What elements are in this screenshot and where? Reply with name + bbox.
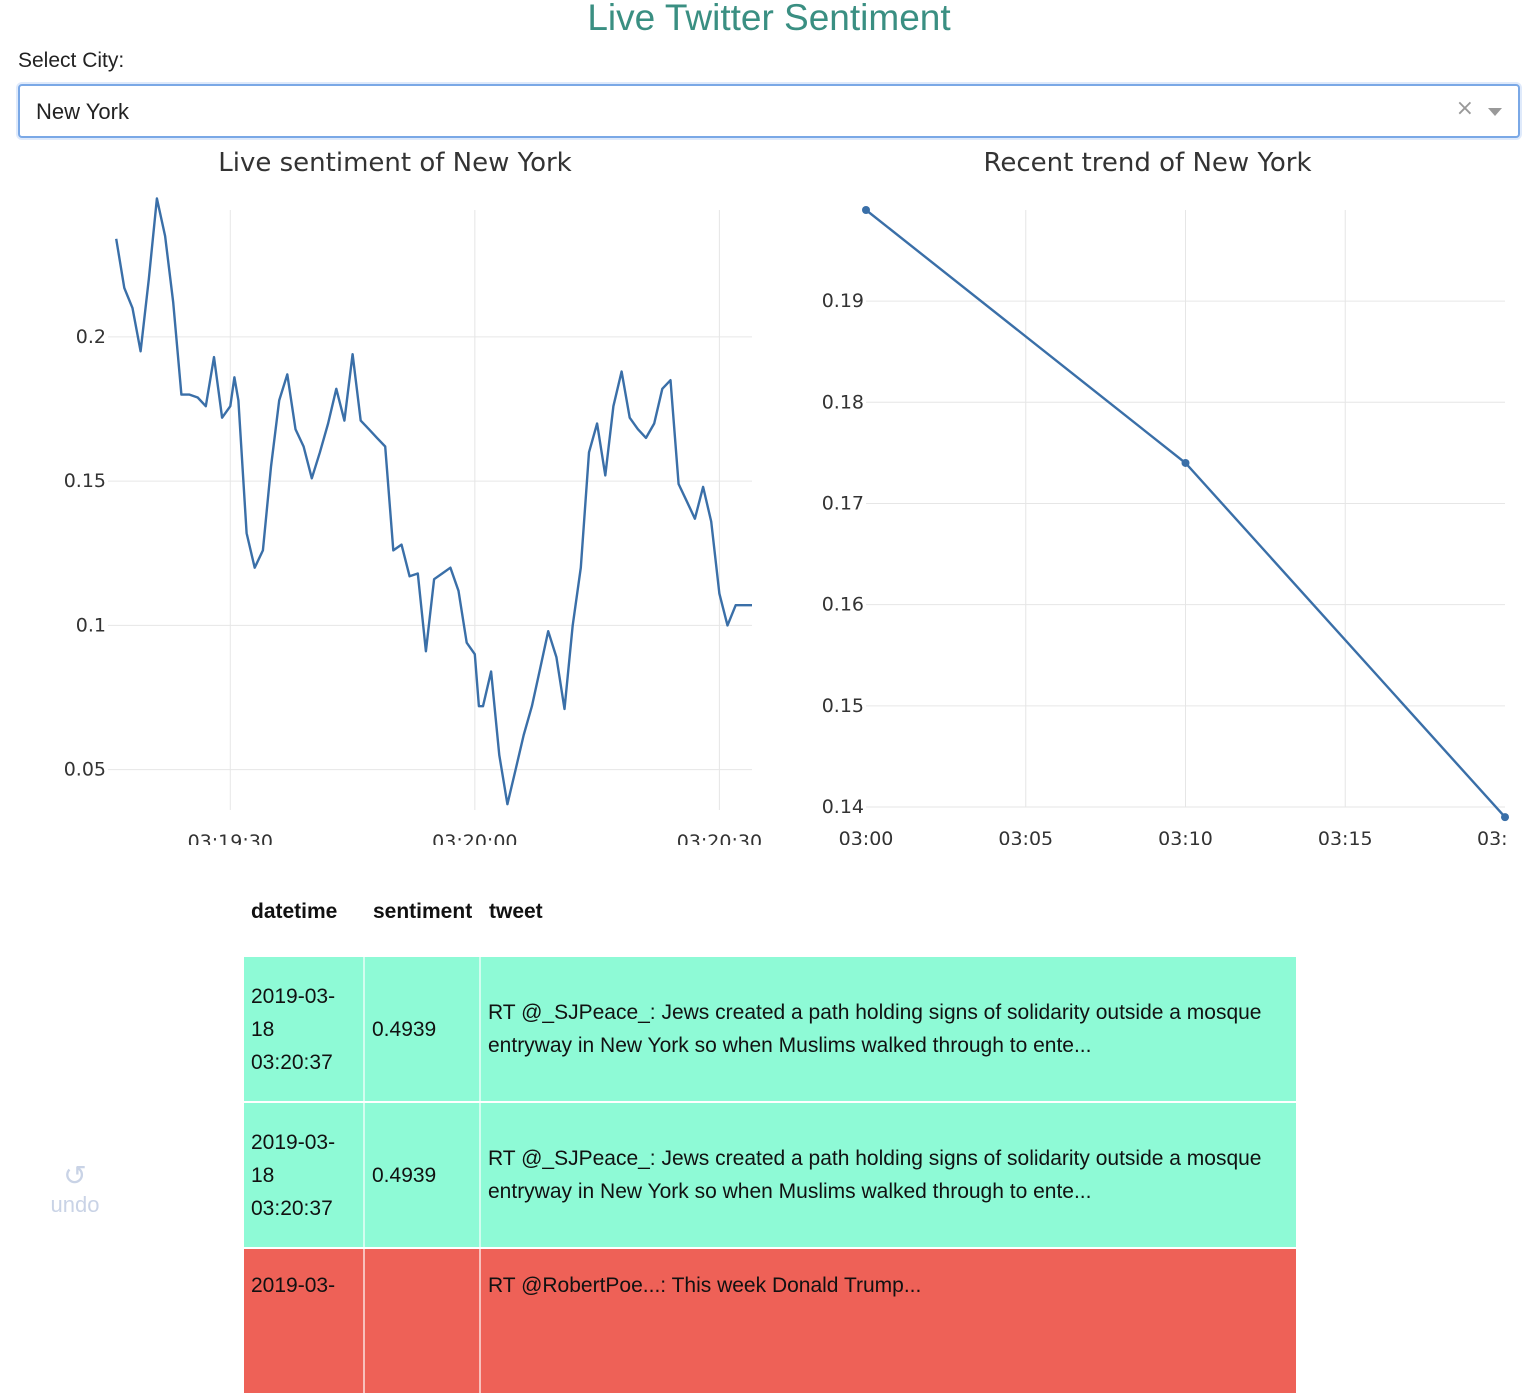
y-tick-label: 0.17 xyxy=(822,492,864,514)
cell-datetime: 2019-03- xyxy=(244,1249,365,1393)
undo-button[interactable]: ↺ undo xyxy=(40,1160,110,1218)
cell-datetime: 2019-03- 18 03:20:37 xyxy=(244,1103,365,1247)
y-tick-label: 0.15 xyxy=(822,695,864,717)
sentiment-series-line xyxy=(115,197,752,806)
table-row: 2019-03- RT @RobertPoe...: This week Dona… xyxy=(244,1249,1296,1393)
table-header-sentiment[interactable]: sentiment xyxy=(373,900,473,923)
trend-chart-title: Recent trend of New York xyxy=(983,148,1312,178)
y-tick-label: 0.14 xyxy=(822,796,864,818)
y-tick-label: 0.16 xyxy=(822,594,864,616)
x-tick-label: 03:19:30 xyxy=(188,831,273,845)
x-tick-label: 03:00 xyxy=(839,828,894,845)
y-tick-label: 0.1 xyxy=(76,614,106,636)
y-tick-label: 0.19 xyxy=(822,290,864,312)
trend-point xyxy=(1501,813,1509,822)
x-tick-label: 03:15 xyxy=(1318,828,1373,845)
x-tick-label: 03: xyxy=(1477,828,1508,845)
live-sentiment-chart[interactable]: 0.05 0.1 0.15 0.2 03:19:30 03:20:00 03:20:30 xyxy=(0,195,770,845)
cell-sentiment: 0.4939 xyxy=(365,957,481,1101)
cell-tweet: RT @_SJPeace_: Jews created a path holdi… xyxy=(488,1147,1262,1203)
cell-datetime: 2019-03- 18 03:20:37 xyxy=(244,957,365,1101)
undo-label: undo xyxy=(50,1192,100,1217)
select-city-label: Select City: xyxy=(18,49,125,72)
cell-tweet: RT @RobertPoe...: This week Donald Trump… xyxy=(488,1274,922,1297)
x-tick-label: 03:20:30 xyxy=(677,831,762,845)
y-tick-label: 0.05 xyxy=(64,759,106,781)
chevron-down-icon[interactable] xyxy=(1488,108,1502,116)
y-tick-label: 0.2 xyxy=(76,326,106,348)
x-tick-label: 03:20:00 xyxy=(432,831,517,845)
table-row: 2019-03- 18 03:20:37 0.4939 RT @_SJPeace_:… xyxy=(244,1103,1296,1247)
cell-tweet: RT @_SJPeace_: Jews created a path holdi… xyxy=(488,1001,1262,1057)
trend-point xyxy=(1181,458,1190,467)
x-tick-label: 03:05 xyxy=(998,828,1053,845)
undo-icon: ↺ xyxy=(63,1159,87,1192)
clear-icon[interactable]: × xyxy=(1455,96,1474,121)
y-tick-label: 0.15 xyxy=(64,470,106,492)
trend-point xyxy=(862,206,870,214)
live-chart-title: Live sentiment of New York xyxy=(218,148,572,178)
table-header-datetime[interactable]: datetime xyxy=(251,900,338,923)
table-row: 2019-03- 18 03:20:37 0.4939 RT @_SJPeace_:… xyxy=(244,957,1296,1101)
page-title: Live Twitter Sentiment xyxy=(587,0,951,38)
cell-sentiment xyxy=(365,1249,481,1393)
y-tick-label: 0.18 xyxy=(822,391,864,413)
city-select-value: New York xyxy=(36,99,129,124)
cell-sentiment: 0.4939 xyxy=(365,1103,481,1247)
x-tick-label: 03:10 xyxy=(1158,828,1213,845)
table-header-tweet[interactable]: tweet xyxy=(489,900,543,923)
recent-trend-chart[interactable]: 0.14 0.15 0.16 0.17 0.18 0.19 03:00 03:05 03:10 0… xyxy=(770,195,1538,845)
city-select-dropdown[interactable]: New York × xyxy=(18,84,1520,138)
